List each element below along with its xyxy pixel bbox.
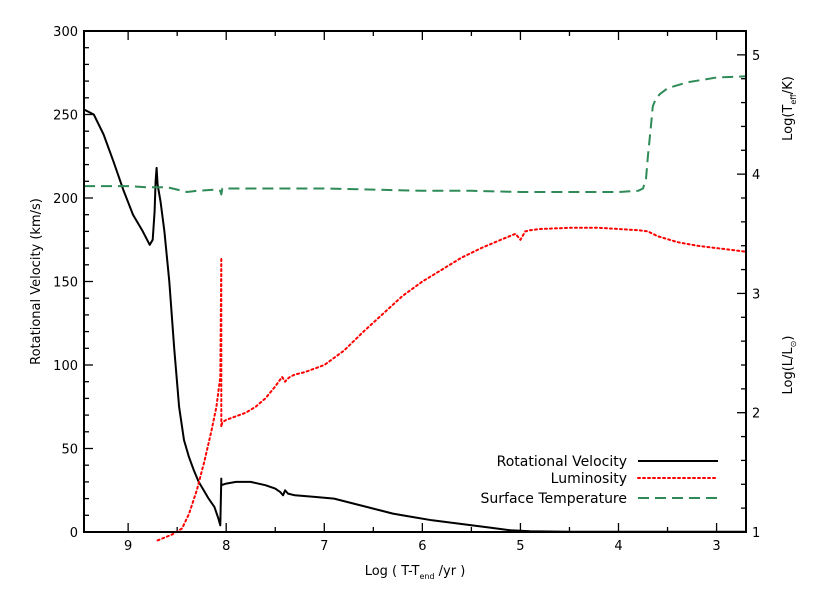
- y-right-tick-label: 2: [752, 407, 760, 422]
- labels-layer: 9 8 7 6 5 4 3 0 50 100 150 200 250 300 1 2 3 4 5: [53, 25, 760, 554]
- series-line-rotational-velocity: [83, 108, 746, 533]
- y-right-tick-label: 3: [752, 287, 760, 302]
- x-tick-label: 8: [222, 539, 230, 554]
- x-tick-label: 3: [712, 539, 720, 554]
- y-right-teff-title: Log(Teff/K): [781, 76, 798, 141]
- legend-label-rotational-velocity: Rotational Velocity: [497, 454, 627, 470]
- x-tick-label: 6: [418, 539, 426, 554]
- x-axis-title: Log ( T-Tend /yr ): [365, 564, 466, 581]
- y-left-tick-label: 100: [53, 359, 78, 374]
- legend: Rotational Velocity Luminosity Surface T…: [481, 454, 719, 507]
- series-line-surface-temperature: [84, 75, 747, 196]
- legend-label-luminosity: Luminosity: [551, 471, 627, 487]
- x-tick-label: 7: [320, 539, 328, 554]
- y-left-tick-label: 200: [53, 192, 78, 207]
- y-left-tick-label: 300: [53, 25, 78, 40]
- series-line-luminosity: [156, 226, 747, 542]
- legend-label-surface-temperature: Surface Temperature: [481, 491, 627, 507]
- y-right-tick-label: 5: [752, 49, 760, 64]
- y-right-tick-label: 1: [752, 526, 760, 541]
- y-left-tick-label: 50: [61, 443, 78, 458]
- y-left-tick-label: 0: [70, 526, 78, 541]
- y-right-tick-label: 4: [752, 168, 760, 183]
- plot-frame: [83, 30, 747, 533]
- x-tick-label: 9: [124, 539, 132, 554]
- ticks-layer: [84, 30, 746, 533]
- x-tick-label: 5: [516, 539, 524, 554]
- y-left-tick-label: 150: [53, 276, 78, 291]
- y-right-lum-title: Log(L/L⊙): [781, 336, 798, 395]
- y-left-tick-label: 250: [53, 109, 78, 124]
- series-layer: [83, 75, 747, 542]
- x-tick-label: 4: [614, 539, 622, 554]
- y-left-axis-title: Rotational Velocity (km/s): [29, 198, 44, 365]
